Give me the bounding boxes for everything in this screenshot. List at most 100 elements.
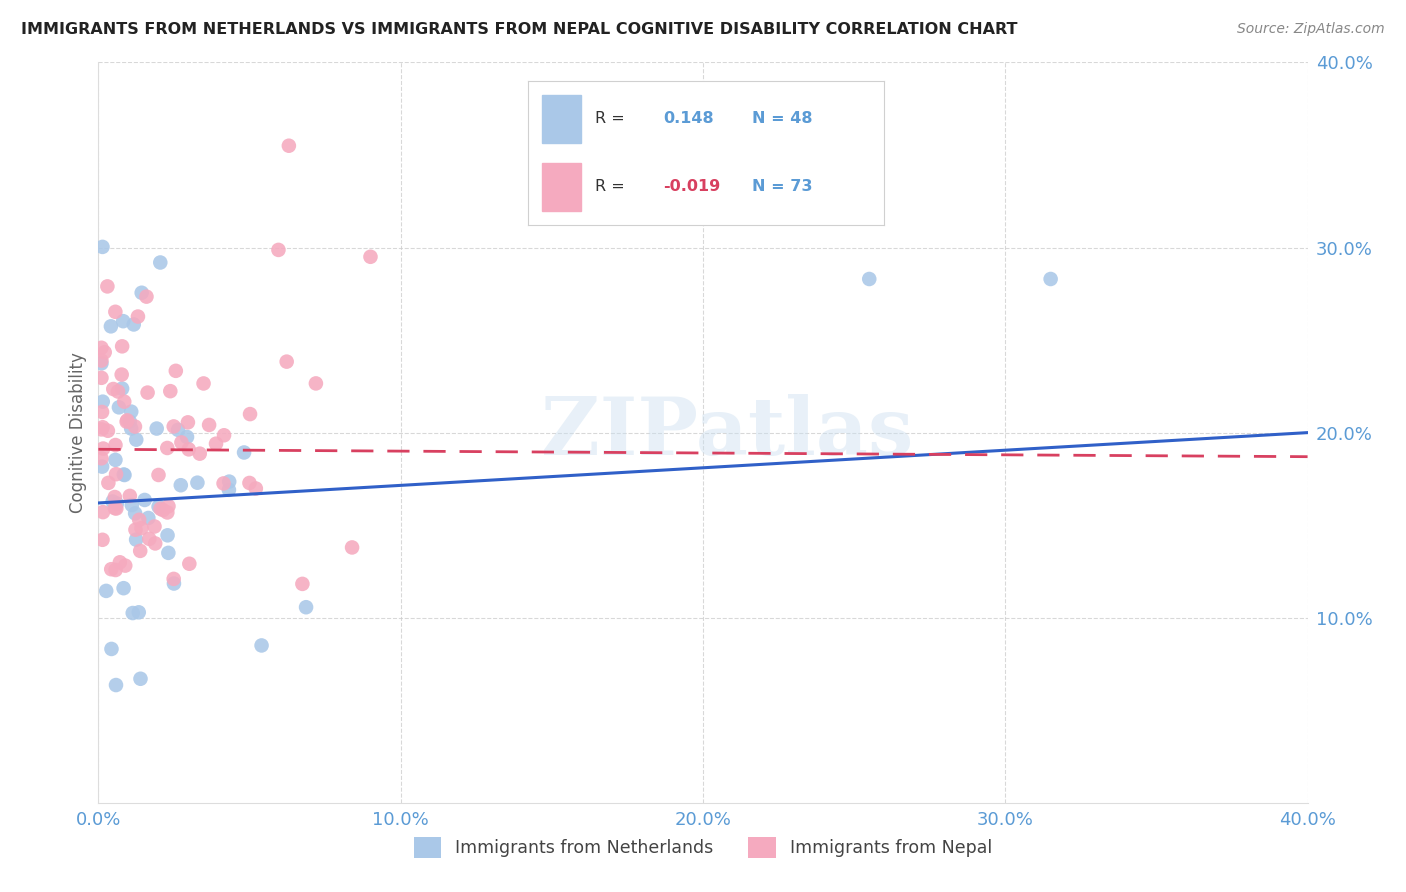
Point bbox=[148, 467, 170, 482]
Point bbox=[149, 501, 172, 516]
Point bbox=[104, 563, 127, 577]
Point bbox=[277, 138, 299, 153]
Point bbox=[218, 475, 240, 489]
Point bbox=[193, 376, 215, 391]
Point bbox=[121, 606, 143, 620]
Point bbox=[245, 482, 267, 496]
Point bbox=[112, 314, 135, 328]
Point bbox=[90, 353, 112, 368]
Point bbox=[112, 581, 135, 595]
Point bbox=[90, 341, 112, 355]
Point bbox=[100, 562, 122, 576]
Point bbox=[122, 318, 145, 332]
Point bbox=[127, 310, 149, 324]
Point bbox=[91, 533, 114, 547]
Point bbox=[129, 544, 152, 558]
Point bbox=[96, 583, 118, 598]
Point bbox=[138, 511, 160, 525]
Text: Source: ZipAtlas.com: Source: ZipAtlas.com bbox=[1237, 22, 1385, 37]
Point bbox=[91, 394, 114, 409]
Point bbox=[360, 250, 382, 264]
Point bbox=[212, 428, 235, 442]
Point bbox=[295, 600, 318, 615]
Point bbox=[156, 441, 179, 455]
Point bbox=[165, 364, 187, 378]
Point bbox=[104, 438, 127, 452]
Point bbox=[179, 557, 201, 571]
Point bbox=[124, 419, 146, 434]
Point bbox=[105, 467, 128, 482]
Point bbox=[156, 528, 179, 542]
Point bbox=[124, 523, 146, 537]
Point bbox=[128, 605, 150, 619]
Point bbox=[135, 290, 157, 304]
Point bbox=[205, 436, 228, 450]
Point bbox=[212, 476, 235, 491]
Point bbox=[305, 376, 328, 391]
Point bbox=[90, 356, 112, 370]
Point bbox=[108, 401, 131, 415]
Point bbox=[157, 499, 180, 513]
Point bbox=[118, 489, 141, 503]
Point bbox=[100, 319, 122, 334]
Point bbox=[163, 572, 186, 586]
Legend: Immigrants from Netherlands, Immigrants from Nepal: Immigrants from Netherlands, Immigrants … bbox=[406, 830, 1000, 864]
Text: IMMIGRANTS FROM NETHERLANDS VS IMMIGRANTS FROM NEPAL COGNITIVE DISABILITY CORREL: IMMIGRANTS FROM NETHERLANDS VS IMMIGRANT… bbox=[21, 22, 1018, 37]
Point bbox=[188, 447, 211, 461]
Point bbox=[157, 546, 180, 560]
Point bbox=[267, 243, 290, 257]
Point bbox=[128, 513, 150, 527]
Point bbox=[218, 483, 240, 497]
Point bbox=[152, 503, 174, 517]
Point bbox=[90, 422, 112, 436]
Point bbox=[91, 240, 114, 254]
Point bbox=[291, 577, 314, 591]
Point bbox=[97, 475, 120, 490]
Point bbox=[125, 433, 148, 447]
Point bbox=[90, 371, 112, 385]
Point bbox=[124, 507, 146, 521]
Point bbox=[105, 678, 128, 692]
Point bbox=[176, 430, 198, 444]
Point bbox=[250, 639, 273, 653]
Point bbox=[1039, 272, 1062, 286]
Point bbox=[138, 532, 160, 546]
Point bbox=[149, 255, 172, 269]
Point bbox=[125, 533, 148, 547]
Point bbox=[233, 445, 256, 459]
Point bbox=[114, 468, 136, 483]
Point bbox=[108, 555, 131, 569]
Point bbox=[198, 417, 221, 432]
Point bbox=[167, 423, 190, 437]
Point bbox=[105, 497, 128, 511]
Point bbox=[148, 500, 170, 514]
Point bbox=[107, 384, 129, 399]
Point bbox=[131, 521, 153, 535]
Point bbox=[121, 498, 143, 512]
Point bbox=[156, 505, 179, 519]
Point bbox=[145, 421, 167, 435]
Point bbox=[159, 384, 181, 399]
Point bbox=[340, 541, 363, 555]
Point bbox=[104, 490, 127, 504]
Point bbox=[103, 382, 125, 396]
Point bbox=[129, 672, 152, 686]
Point bbox=[858, 272, 880, 286]
Point bbox=[112, 467, 135, 482]
Point bbox=[170, 435, 193, 450]
Point bbox=[143, 536, 166, 550]
Point bbox=[100, 642, 122, 657]
Point bbox=[134, 492, 156, 507]
Text: ZIPatlas: ZIPatlas bbox=[541, 393, 914, 472]
Point bbox=[163, 419, 186, 434]
Point bbox=[112, 394, 135, 409]
Point bbox=[120, 404, 142, 418]
Point bbox=[91, 420, 114, 434]
Point bbox=[91, 505, 114, 519]
Point bbox=[114, 558, 136, 573]
Point bbox=[239, 407, 262, 421]
Point bbox=[170, 478, 193, 492]
Point bbox=[97, 424, 120, 438]
Point bbox=[136, 385, 159, 400]
Point bbox=[111, 382, 134, 396]
